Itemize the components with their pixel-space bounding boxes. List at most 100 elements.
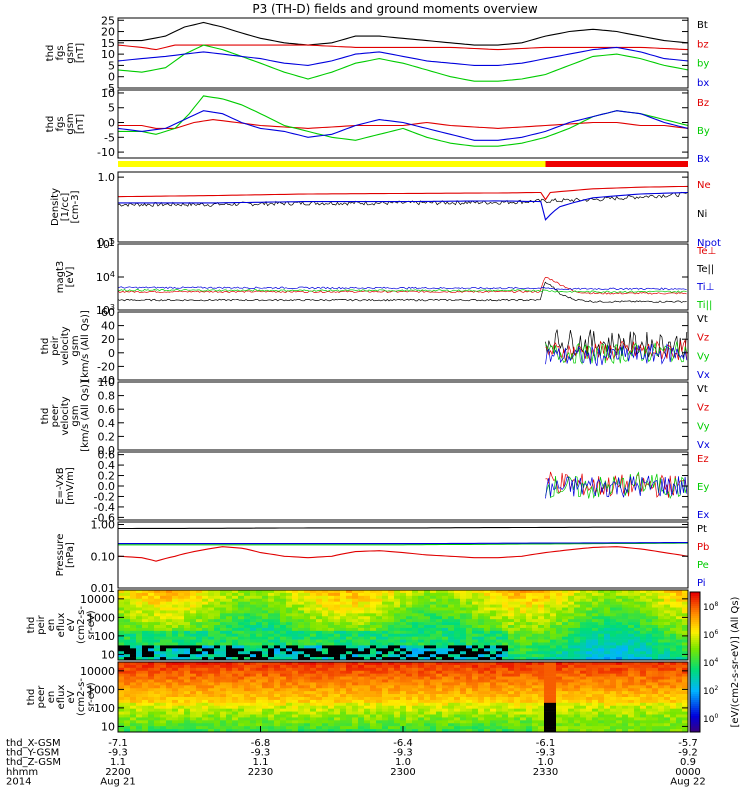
heatmap-cell xyxy=(622,639,629,643)
heatmap-cell xyxy=(160,651,167,655)
heatmap-cell xyxy=(664,685,671,689)
heatmap-cell xyxy=(490,613,497,617)
heatmap-cell xyxy=(334,639,341,643)
heatmap-cell xyxy=(376,645,383,649)
heatmap-cell xyxy=(574,697,581,701)
heatmap-cell xyxy=(346,667,353,672)
heatmap-cell xyxy=(658,667,665,672)
heatmap-cell xyxy=(442,654,449,658)
heatmap-cell xyxy=(310,662,317,666)
heatmap-cell xyxy=(304,639,311,643)
heatmap-cell xyxy=(214,592,221,597)
heatmap-cell xyxy=(502,627,509,632)
heatmap-cell xyxy=(436,729,443,733)
heatmap-cell xyxy=(118,651,125,655)
heatmap-cell xyxy=(352,717,359,721)
heatmap-cell xyxy=(340,645,347,649)
heatmap-cell xyxy=(226,601,233,605)
heatmap-cell xyxy=(244,723,251,727)
heatmap-cell xyxy=(664,610,671,614)
heatmap-cell xyxy=(418,654,425,658)
heatmap-cell xyxy=(202,670,209,674)
heatmap-cell xyxy=(208,645,215,649)
heatmap-cell xyxy=(136,642,143,646)
heatmap-cell xyxy=(262,625,269,629)
heatmap-cell xyxy=(646,705,653,709)
heatmap-cell xyxy=(682,729,689,733)
heatmap-cell xyxy=(406,697,413,701)
heatmap-cell xyxy=(220,610,227,614)
heatmap-cell xyxy=(448,598,455,602)
heatmap-cell xyxy=(118,670,125,674)
heatmap-cell xyxy=(334,636,341,640)
heatmap-cell xyxy=(280,697,287,701)
heatmap-cell xyxy=(664,590,671,594)
heatmap-cell xyxy=(268,592,275,597)
heatmap-cell xyxy=(160,595,167,600)
heatmap-cell xyxy=(670,702,677,707)
heatmap-cell xyxy=(484,645,491,649)
heatmap-cell xyxy=(274,688,281,692)
heatmap-cell xyxy=(592,630,599,635)
heatmap-cell xyxy=(496,670,503,674)
heatmap-cell xyxy=(154,691,161,695)
heatmap-cell xyxy=(214,613,221,617)
heatmap-cell xyxy=(262,714,269,718)
heatmap-cell xyxy=(388,702,395,707)
heatmap-cell xyxy=(406,723,413,727)
heatmap-cell xyxy=(238,613,245,617)
heatmap-cell xyxy=(478,619,485,623)
heatmap-cell xyxy=(586,625,593,629)
heatmap-cell xyxy=(214,679,221,683)
y-axis-label: sr-eV) xyxy=(86,682,97,711)
heatmap-cell xyxy=(430,651,437,655)
heatmap-cell xyxy=(574,714,581,718)
heatmap-cell xyxy=(580,679,587,683)
heatmap-cell xyxy=(544,667,551,672)
y-tick-label: 0.4 xyxy=(98,459,116,472)
heatmap-cell xyxy=(178,676,185,680)
heatmap-cell xyxy=(538,708,545,712)
heatmap-cell xyxy=(370,685,377,689)
heatmap-cell xyxy=(130,679,137,683)
heatmap-cell xyxy=(532,685,539,689)
heatmap-cell xyxy=(562,714,569,718)
heatmap-cell xyxy=(496,720,503,724)
heatmap-cell xyxy=(166,717,173,721)
heatmap-cell xyxy=(358,697,365,701)
heatmap-cell xyxy=(586,726,593,730)
heatmap-cell xyxy=(304,642,311,646)
heatmap-cell xyxy=(658,648,665,652)
heatmap-cell xyxy=(658,598,665,602)
heatmap-cell xyxy=(430,639,437,643)
heatmap-cell xyxy=(676,708,683,712)
heatmap-cell xyxy=(202,642,209,646)
heatmap-cell xyxy=(190,607,197,611)
heatmap-cell xyxy=(604,639,611,643)
heatmap-cell xyxy=(454,708,461,712)
colorbar-segment xyxy=(690,704,700,707)
heatmap-cell xyxy=(394,679,401,683)
heatmap-cell xyxy=(154,636,161,640)
colorbar-segment xyxy=(690,608,700,611)
heatmap-cell xyxy=(556,694,563,698)
heatmap-cell xyxy=(604,729,611,733)
heatmap-cell xyxy=(334,645,341,649)
heatmap-cell xyxy=(118,685,125,689)
heatmap-cell xyxy=(382,636,389,640)
heatmap-cell xyxy=(334,667,341,672)
heatmap-cell xyxy=(166,662,173,666)
heatmap-cell xyxy=(292,670,299,674)
heatmap-cell xyxy=(454,711,461,715)
heatmap-cell xyxy=(376,590,383,594)
heatmap-cell xyxy=(454,717,461,721)
heatmap-cell xyxy=(454,664,461,669)
heatmap-cell xyxy=(328,676,335,680)
heatmap-cell xyxy=(364,607,371,611)
heatmap-cell xyxy=(250,630,257,635)
colorbar-segment xyxy=(690,680,700,683)
y-tick-label: -5 xyxy=(104,131,115,144)
colorbar-segment xyxy=(690,610,700,613)
heatmap-cell xyxy=(382,691,389,695)
heatmap-cell xyxy=(400,598,407,602)
